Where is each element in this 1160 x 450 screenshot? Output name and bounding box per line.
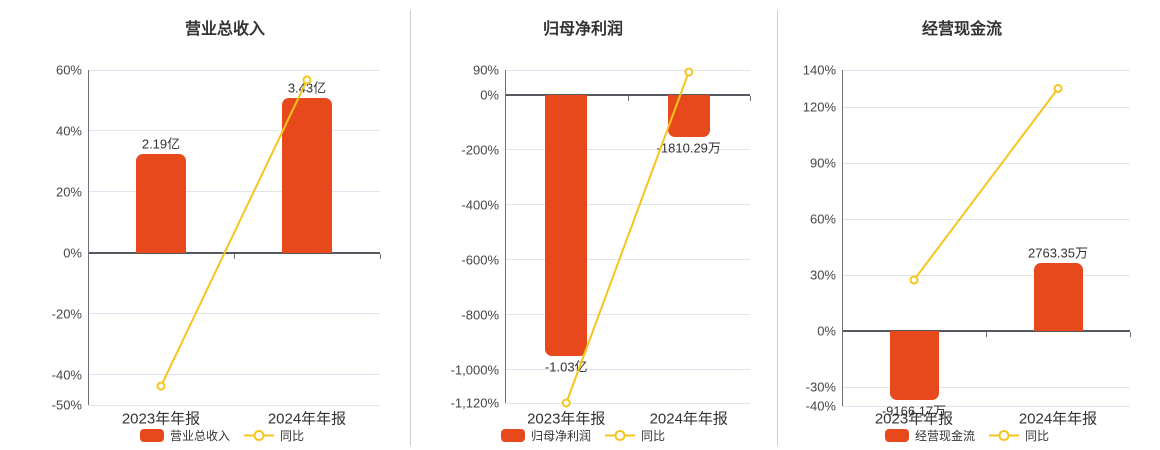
y-axis-line [88, 70, 89, 405]
grid-line [88, 404, 380, 406]
zero-axis-line [842, 330, 1130, 333]
chart-title: 经营现金流 [921, 21, 1003, 38]
bar-value-label: -1.03亿 [544, 359, 588, 375]
grid-line [88, 130, 380, 132]
y-tick-label: 60% [55, 62, 82, 78]
grid-line [505, 402, 750, 404]
y-tick-label: 0% [480, 87, 499, 103]
legend-bar-label[interactable]: 经营现金流 [914, 429, 975, 443]
bar-operating-cash-flow-2024年年报[interactable] [1033, 263, 1083, 332]
legend-bar-swatch[interactable] [884, 429, 909, 442]
y-axis-line [505, 70, 506, 403]
x-category-label: 2024年年报 [267, 410, 347, 428]
bar-value-label: 3.43亿 [287, 80, 327, 96]
x-axis-tick [380, 253, 381, 259]
bar-value-label: 2763.35万 [1028, 245, 1088, 261]
y-tick-label: 20% [55, 184, 82, 200]
y-tick-label: 120% [802, 99, 836, 115]
legend-line-icon[interactable] [605, 429, 635, 442]
bar-net-profit-attributable-2023年年报[interactable] [545, 94, 588, 357]
grid-line [505, 204, 750, 206]
y-tick-label: -600% [461, 252, 499, 268]
bar-value-label: 2.19亿 [141, 136, 181, 152]
grid-line [842, 218, 1130, 220]
y-tick-label: 0% [63, 245, 82, 261]
y-tick-label: 40% [55, 123, 82, 139]
legend-line-label[interactable]: 同比 [641, 429, 666, 443]
x-axis-tick [627, 95, 629, 101]
legend-bar-label[interactable]: 归母净利润 [530, 429, 591, 443]
grid-line [505, 69, 750, 71]
legend-bar-swatch[interactable] [500, 429, 525, 442]
x-category-label: 2024年年报 [1018, 410, 1098, 428]
y-tick-label: -200% [461, 142, 499, 158]
legend-line-icon[interactable] [244, 429, 274, 442]
legend-bar-swatch[interactable] [139, 429, 164, 442]
grid-line [842, 274, 1130, 276]
x-category-label: 2023年年报 [527, 410, 606, 428]
grid-line [505, 259, 750, 261]
y-tick-label: -30% [805, 379, 836, 395]
y-tick-label: -40% [805, 398, 836, 414]
y-tick-label: 0% [817, 323, 836, 339]
y-tick-label: 90% [809, 155, 836, 171]
y-tick-label: -50% [51, 397, 82, 413]
grid-line [842, 106, 1130, 108]
panel-divider [777, 10, 778, 446]
bar-operating-cash-flow-2023年年报[interactable] [889, 331, 939, 401]
grid-line [88, 69, 380, 71]
x-category-label: 2023年年报 [121, 410, 201, 428]
x-axis-tick [1130, 332, 1131, 338]
y-tick-label: 90% [472, 62, 499, 78]
trend-point[interactable] [156, 381, 166, 391]
grid-line [88, 191, 380, 193]
grid-line [842, 162, 1130, 164]
y-tick-label: -40% [51, 367, 82, 383]
legend: 归母净利润 同比 [500, 427, 666, 444]
trend-point[interactable] [1053, 83, 1063, 93]
y-tick-label: -1,000% [450, 362, 499, 378]
chart-title: 营业总收入 [184, 21, 266, 38]
y-tick-label: -1,120% [450, 395, 499, 411]
grid-line [842, 386, 1130, 388]
x-category-label: 2023年年报 [874, 410, 954, 428]
x-axis-tick [750, 95, 751, 101]
legend-bar-label[interactable]: 营业总收入 [169, 429, 230, 443]
y-axis-line [842, 70, 843, 406]
bar-total-operating-revenue-2023年年报[interactable] [136, 153, 186, 253]
legend: 营业总收入 同比 [139, 427, 305, 444]
y-tick-label: 60% [809, 211, 836, 227]
x-category-label: 2024年年报 [649, 410, 728, 428]
x-axis-tick [986, 332, 987, 338]
y-tick-label: 140% [802, 62, 836, 78]
chart-title: 归母净利润 [542, 21, 624, 38]
grid-line [505, 314, 750, 316]
y-tick-label: -20% [51, 306, 82, 322]
legend-line-label[interactable]: 同比 [280, 429, 305, 443]
y-tick-label: 30% [809, 267, 836, 283]
grid-line [88, 374, 380, 376]
bar-net-profit-attributable-2024年年报[interactable] [667, 94, 710, 137]
bar-value-label: -9166.17万 [881, 403, 947, 419]
trend-point[interactable] [909, 275, 919, 285]
legend-line-icon[interactable] [989, 429, 1019, 442]
legend-line-label[interactable]: 同比 [1025, 429, 1050, 443]
bar-total-operating-revenue-2024年年报[interactable] [282, 97, 332, 253]
bar-value-label: -1810.29万 [656, 140, 721, 156]
x-axis-tick [234, 253, 235, 259]
y-tick-label: -400% [461, 197, 499, 213]
panel-divider [410, 10, 411, 446]
grid-line [88, 313, 380, 315]
legend: 经营现金流 同比 [884, 427, 1050, 444]
y-tick-label: -800% [461, 307, 499, 323]
grid-line [842, 69, 1130, 71]
grid-line [842, 405, 1130, 407]
